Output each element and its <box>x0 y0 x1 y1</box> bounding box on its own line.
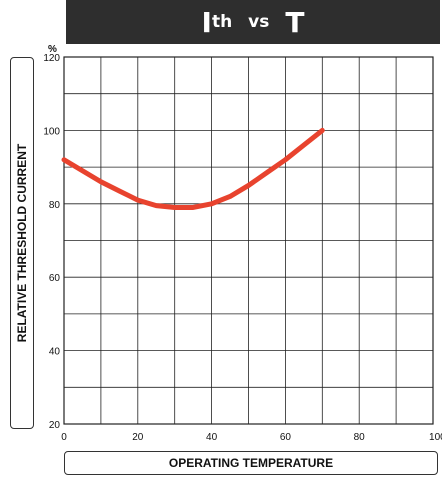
title-part-th: th <box>211 12 233 32</box>
y-tick-label: 40 <box>49 347 61 358</box>
x-tick-label: 80 <box>354 432 366 443</box>
series-line <box>61 127 325 210</box>
y-tick-label: 120 <box>43 53 60 64</box>
y-tick-label: 20 <box>49 420 61 431</box>
y-tick-label: 80 <box>49 200 61 211</box>
x-tick-label: 0 <box>61 432 67 443</box>
title-part-i: I <box>201 5 212 39</box>
title-part-t: T <box>285 5 305 39</box>
x-axis-label-box: OPERATING TEMPERATURE <box>64 451 438 475</box>
x-axis-label: OPERATING TEMPERATURE <box>168 456 334 470</box>
grid-lines <box>64 57 433 424</box>
y-tick-label: 60 <box>49 273 61 284</box>
x-tick-label: 20 <box>132 432 144 443</box>
plot-frame <box>63 56 434 425</box>
y-axis-label-box: RELATIVE THRESHOLD CURRENT <box>10 57 34 429</box>
title-part-vs: vs <box>248 12 270 32</box>
y-axis-unit: % <box>48 44 57 55</box>
x-tick-label: 40 <box>206 432 218 443</box>
x-tick-label: 60 <box>280 432 292 443</box>
x-tick-label: 100°C <box>429 432 442 443</box>
series-points <box>63 130 323 208</box>
y-tick-label: 100 <box>43 126 60 137</box>
